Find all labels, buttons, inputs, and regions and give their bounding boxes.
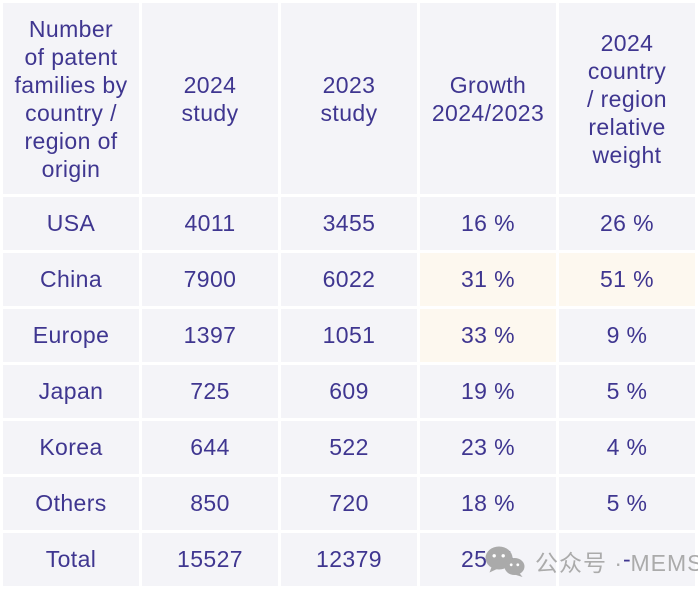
growth-cell: 18 % xyxy=(420,477,556,530)
growth-cell: 33 % xyxy=(420,309,556,362)
region-cell: USA xyxy=(3,197,139,250)
study_2024-cell: 15527 xyxy=(142,533,278,586)
study_2024-cell: 644 xyxy=(142,421,278,474)
weight-cell: 4 % xyxy=(559,421,695,474)
header-cell-2: 2023 study xyxy=(281,3,417,194)
table-row: Korea 644 522 23 % 4 % xyxy=(3,421,695,474)
table-row: USA 4011 3455 16 % 26 % xyxy=(3,197,695,250)
table-row: Total 15527 12379 25 % - xyxy=(3,533,695,586)
header-cell-4: 2024 country / region relative weight xyxy=(559,3,695,194)
table-row: China 7900 6022 31 % 51 % xyxy=(3,253,695,306)
growth-cell: 16 % xyxy=(420,197,556,250)
weight-cell: 51 % xyxy=(559,253,695,306)
header-cell-3: Growth 2024/2023 xyxy=(420,3,556,194)
growth-cell: 25 % xyxy=(420,533,556,586)
growth-cell: 23 % xyxy=(420,421,556,474)
study_2023-cell: 609 xyxy=(281,365,417,418)
table-header: Number of patent families by country / r… xyxy=(3,3,695,194)
weight-cell: 9 % xyxy=(559,309,695,362)
region-cell: China xyxy=(3,253,139,306)
study_2024-cell: 850 xyxy=(142,477,278,530)
region-cell: Korea xyxy=(3,421,139,474)
weight-cell: 26 % xyxy=(559,197,695,250)
region-cell: Japan xyxy=(3,365,139,418)
growth-cell: 19 % xyxy=(420,365,556,418)
table-row: Europe 1397 1051 33 % 9 % xyxy=(3,309,695,362)
study_2023-cell: 522 xyxy=(281,421,417,474)
study_2023-cell: 720 xyxy=(281,477,417,530)
weight-cell: 5 % xyxy=(559,477,695,530)
study_2023-cell: 6022 xyxy=(281,253,417,306)
study_2024-cell: 725 xyxy=(142,365,278,418)
weight-cell: - xyxy=(559,533,695,586)
header-row: Number of patent families by country / r… xyxy=(3,3,695,194)
study_2023-cell: 1051 xyxy=(281,309,417,362)
table-row: Others 850 720 18 % 5 % xyxy=(3,477,695,530)
table-body: USA 4011 3455 16 % 26 % China 7900 6022 31 % 51 %… xyxy=(3,197,695,586)
header-cell-0: Number of patent families by country / r… xyxy=(3,3,139,194)
header-cell-1: 2024 study xyxy=(142,3,278,194)
table-row: Japan 725 609 19 % 5 % xyxy=(3,365,695,418)
region-cell: Europe xyxy=(3,309,139,362)
region-cell: Others xyxy=(3,477,139,530)
study_2024-cell: 1397 xyxy=(142,309,278,362)
study_2023-cell: 12379 xyxy=(281,533,417,586)
weight-cell: 5 % xyxy=(559,365,695,418)
study_2024-cell: 4011 xyxy=(142,197,278,250)
growth-cell: 31 % xyxy=(420,253,556,306)
region-cell: Total xyxy=(3,533,139,586)
study_2024-cell: 7900 xyxy=(142,253,278,306)
study_2023-cell: 3455 xyxy=(281,197,417,250)
